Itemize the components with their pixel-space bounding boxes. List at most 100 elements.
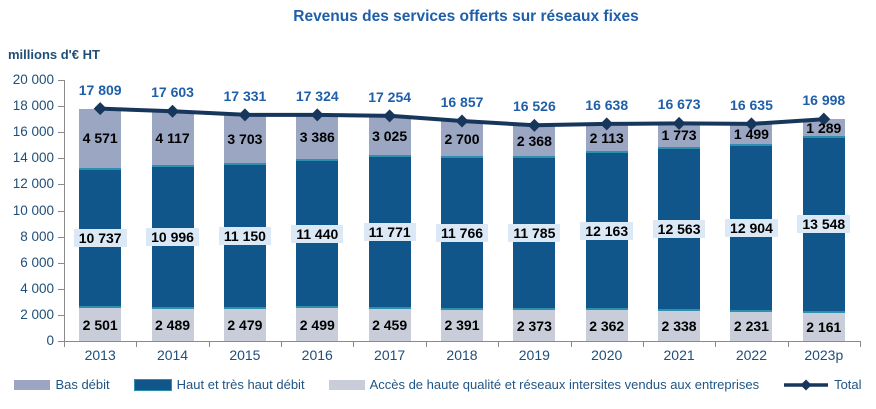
segment-value-label: 10 737 <box>55 229 145 248</box>
x-axis-label: 2013 <box>84 347 116 363</box>
legend-swatch-enterprise-access <box>328 379 365 390</box>
segment-value-label: 2 113 <box>589 129 624 146</box>
x-axis-tick-mark <box>498 341 499 347</box>
bar-segment-narrowband <box>730 123 773 144</box>
y-axis-tick-mark <box>58 106 64 108</box>
x-axis-tick-mark <box>571 341 572 347</box>
x-axis-label: 2017 <box>374 347 406 363</box>
legend-item: Haut et très haut débit <box>133 377 305 392</box>
y-axis-tick-label: 8 000 <box>20 228 54 244</box>
segment-value-label: 4 117 <box>155 130 190 147</box>
x-axis-tick-mark <box>643 341 644 347</box>
segment-value-box: 11 771 <box>363 223 416 242</box>
bar-segment-enterprise-access <box>513 310 556 341</box>
total-line <box>93 102 831 132</box>
segment-value-box: 11 150 <box>218 226 271 245</box>
total-marker-diamond <box>744 117 758 131</box>
y-axis-tick-label: 16 000 <box>12 124 54 140</box>
segment-value-label: 2 489 <box>155 316 191 333</box>
segment-value-label: 10 996 <box>128 227 218 246</box>
legend-item: Accès de haute qualité et réseaux inters… <box>328 377 760 392</box>
segment-value-label: 13 548 <box>779 215 869 234</box>
total-marker-diamond <box>817 112 831 126</box>
segment-value-box: 11 440 <box>291 224 344 243</box>
legend-label: Bas débit <box>55 377 110 392</box>
total-value-label: 16 638 <box>585 96 629 113</box>
y-axis-tick-label: 6 000 <box>20 254 54 270</box>
total-value-label: 16 857 <box>440 94 484 111</box>
x-axis-tick-mark <box>353 341 354 347</box>
bar-segment-narrowband <box>802 119 845 136</box>
segment-value-label: 2 338 <box>661 317 697 334</box>
segment-value-label: 2 391 <box>444 317 480 334</box>
legend-label: Total <box>834 377 862 392</box>
segment-value-label: 3 386 <box>299 129 335 146</box>
legend-swatch-broadband <box>133 378 172 391</box>
y-axis-tick-mark <box>58 314 64 316</box>
segment-value-label: 12 163 <box>562 221 652 240</box>
x-axis-label: 2020 <box>591 347 623 363</box>
bar-segment-enterprise-access <box>223 308 266 341</box>
y-axis-tick-mark <box>58 158 64 160</box>
segment-value-label: 2 231 <box>733 318 769 335</box>
bar-segment-enterprise-access <box>730 311 773 341</box>
y-axis-tick-mark <box>58 184 64 186</box>
x-axis-label: 2022 <box>735 347 768 363</box>
legend-label: Accès de haute qualité et réseaux inters… <box>369 377 760 392</box>
total-value-label: 16 526 <box>512 98 556 115</box>
y-axis-tick-mark <box>58 132 64 134</box>
x-axis-tick-mark <box>136 341 137 347</box>
x-axis-tick-mark <box>209 341 210 347</box>
total-marker-diamond <box>238 108 252 122</box>
legend-swatch-narrowband <box>14 379 51 390</box>
x-axis-tick-mark <box>281 341 282 347</box>
y-axis-tick-mark <box>58 262 64 264</box>
bar-segment-enterprise-access <box>151 308 194 341</box>
y-axis-tick-label: 4 000 <box>20 280 54 296</box>
y-axis-tick-label: 10 000 <box>12 202 54 218</box>
segment-value-label: 2 459 <box>372 316 408 333</box>
total-marker-diamond <box>93 102 107 116</box>
segment-value-label: 2 501 <box>82 316 118 333</box>
bar-segment-enterprise-access <box>802 312 845 341</box>
bar-segment-enterprise-access <box>368 308 411 341</box>
segment-value-box: 11 766 <box>435 224 489 243</box>
total-marker-diamond <box>600 117 614 131</box>
x-axis-tick-mark <box>860 341 861 347</box>
total-value-label: 17 603 <box>151 84 194 101</box>
y-axis-line <box>64 80 65 341</box>
legend-swatch-total-line <box>784 379 829 390</box>
total-marker-diamond <box>672 116 686 130</box>
x-axis-label: 2021 <box>663 347 695 363</box>
x-axis-label: 2019 <box>518 347 550 363</box>
bar-segment-enterprise-access <box>441 309 483 341</box>
y-axis-unit-label: millions d'€ HT <box>8 47 100 62</box>
segment-value-box: 11 785 <box>508 224 561 243</box>
y-axis-tick-label: 2 000 <box>20 306 54 322</box>
segment-value-label: 2 479 <box>227 316 263 333</box>
bar-segment-enterprise-access <box>585 310 628 341</box>
legend-label: Haut et très haut débit <box>176 377 305 392</box>
x-axis-tick-mark <box>426 341 427 347</box>
segment-value-box: 12 563 <box>652 219 706 238</box>
segment-value-label: 3 703 <box>227 130 263 147</box>
total-marker-diamond <box>455 114 469 128</box>
segment-value-label: 2 362 <box>589 317 625 334</box>
x-axis-label: 2015 <box>229 347 261 363</box>
y-axis-tick-label: 0 <box>46 333 54 348</box>
segment-value-label: 1 773 <box>661 126 697 143</box>
segment-value-label: 4 571 <box>82 130 118 147</box>
segment-value-label: 3 025 <box>372 127 408 144</box>
segment-value-box: 10 996 <box>146 227 199 246</box>
legend-item: Bas débit <box>14 377 110 392</box>
segment-value-label: 11 771 <box>345 223 435 242</box>
y-axis-tick-label: 12 000 <box>12 176 54 192</box>
bar-segment-narrowband <box>151 111 194 166</box>
bar-segment-narrowband <box>79 108 122 169</box>
y-axis-tick-mark <box>58 341 64 342</box>
x-axis-line <box>64 341 861 342</box>
x-axis-tick-mark <box>788 341 789 347</box>
bar-segment-enterprise-access <box>658 310 701 341</box>
segment-value-label: 11 440 <box>272 224 362 243</box>
total-value-label: 16 998 <box>802 92 846 109</box>
